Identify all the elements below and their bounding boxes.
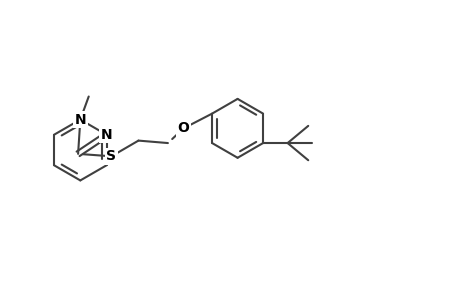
Text: O: O xyxy=(177,121,189,135)
Text: S: S xyxy=(106,149,116,163)
Text: N: N xyxy=(74,112,86,127)
Text: N: N xyxy=(101,128,112,142)
